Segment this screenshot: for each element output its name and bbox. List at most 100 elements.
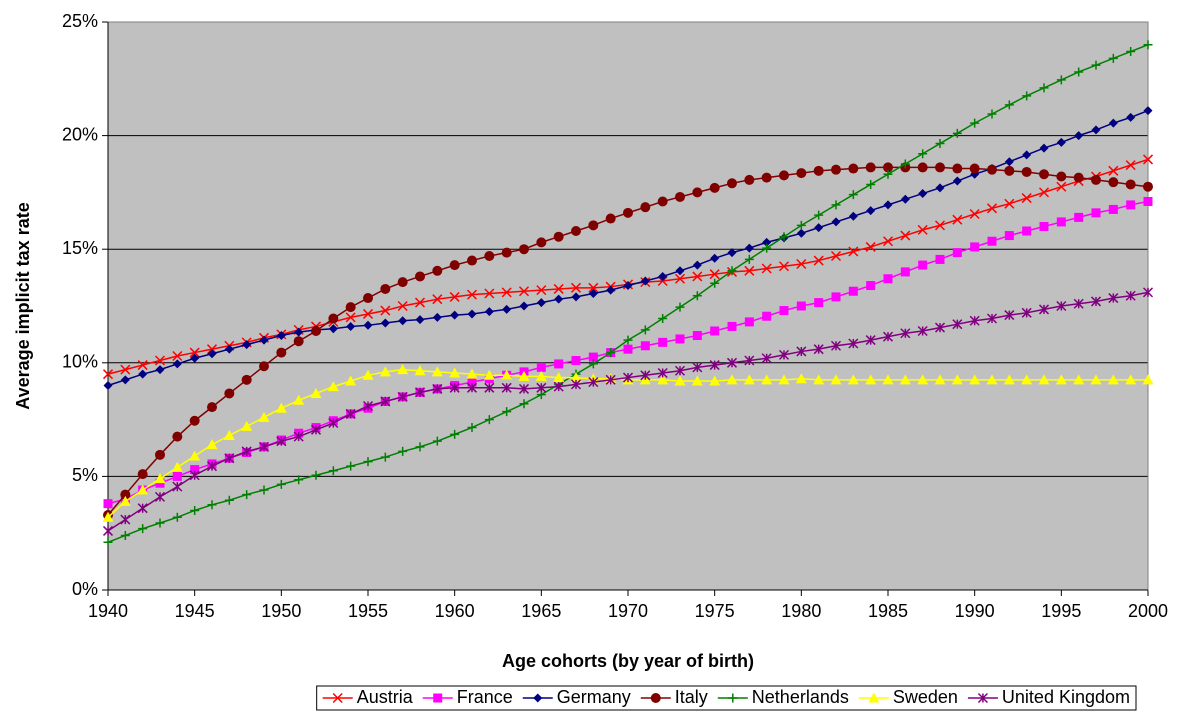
marker — [345, 375, 357, 386]
marker — [623, 335, 633, 345]
marker — [813, 165, 824, 176]
marker — [727, 321, 737, 331]
marker — [155, 518, 165, 528]
marker — [796, 258, 807, 269]
marker — [138, 524, 148, 534]
marker — [796, 228, 806, 238]
marker — [830, 250, 842, 262]
marker — [1125, 374, 1137, 385]
marker — [726, 374, 738, 385]
marker — [796, 220, 806, 230]
marker — [674, 375, 686, 386]
marker — [224, 453, 235, 464]
marker — [1055, 374, 1067, 385]
marker — [675, 191, 685, 202]
marker — [762, 237, 772, 247]
marker — [952, 163, 963, 174]
marker — [865, 335, 876, 346]
marker — [952, 176, 962, 186]
marker — [224, 495, 234, 505]
marker — [241, 420, 253, 431]
marker — [102, 369, 114, 380]
marker — [779, 170, 789, 181]
marker — [935, 183, 945, 193]
marker — [155, 449, 165, 460]
marker — [397, 277, 408, 288]
marker — [761, 374, 773, 385]
marker — [744, 265, 755, 276]
marker — [900, 194, 910, 204]
marker — [189, 415, 200, 426]
marker — [137, 469, 148, 480]
marker — [1107, 374, 1119, 385]
marker — [1021, 374, 1033, 385]
marker — [640, 325, 650, 335]
marker — [190, 505, 200, 515]
y-tick-label: 10% — [62, 352, 98, 372]
marker — [362, 400, 374, 411]
marker — [207, 500, 217, 510]
marker — [691, 375, 703, 386]
legend-item: Austria — [322, 687, 414, 707]
marker — [728, 693, 738, 703]
marker — [380, 318, 390, 328]
marker — [830, 374, 842, 385]
marker — [120, 364, 131, 375]
marker — [674, 273, 686, 284]
marker — [744, 355, 755, 366]
marker — [449, 291, 460, 302]
marker — [206, 439, 218, 450]
marker — [1142, 154, 1154, 165]
marker — [328, 324, 338, 334]
marker — [241, 446, 252, 457]
marker — [207, 402, 217, 413]
marker — [1022, 91, 1032, 101]
marker — [466, 289, 478, 300]
marker — [1056, 181, 1067, 192]
legend: Austria France Germany Italy Netherlands Swed… — [316, 685, 1137, 711]
marker — [934, 220, 946, 231]
marker — [362, 308, 374, 319]
marker — [120, 375, 130, 385]
marker — [224, 344, 234, 354]
marker — [1090, 296, 1102, 307]
marker — [1073, 172, 1084, 183]
x-tick-label: 1985 — [868, 601, 908, 621]
marker — [484, 415, 494, 425]
marker — [171, 461, 183, 472]
marker — [518, 370, 530, 381]
marker — [172, 512, 182, 522]
marker — [259, 485, 269, 495]
marker — [778, 374, 790, 385]
marker — [727, 178, 737, 189]
marker — [484, 251, 495, 262]
y-tick-label: 15% — [62, 238, 98, 258]
marker — [847, 374, 859, 385]
marker — [1090, 374, 1102, 385]
marker — [276, 436, 287, 447]
marker — [120, 530, 130, 540]
marker — [969, 374, 981, 385]
marker — [762, 243, 772, 253]
marker — [189, 450, 201, 461]
marker — [345, 312, 356, 323]
marker — [467, 255, 477, 266]
marker — [848, 211, 858, 221]
marker — [310, 424, 322, 435]
x-tick-label: 2000 — [1128, 601, 1168, 621]
marker — [831, 164, 841, 175]
marker — [276, 479, 286, 489]
marker — [1108, 293, 1119, 304]
marker — [1143, 181, 1153, 192]
marker — [103, 381, 113, 391]
marker — [154, 355, 166, 366]
marker — [761, 172, 772, 183]
marker — [952, 214, 963, 225]
marker — [1108, 53, 1118, 63]
marker — [484, 382, 495, 393]
marker — [155, 365, 165, 375]
marker — [1091, 208, 1101, 218]
legend-label: Sweden — [893, 687, 958, 707]
marker — [987, 164, 997, 175]
y-tick-label: 25% — [62, 11, 98, 31]
